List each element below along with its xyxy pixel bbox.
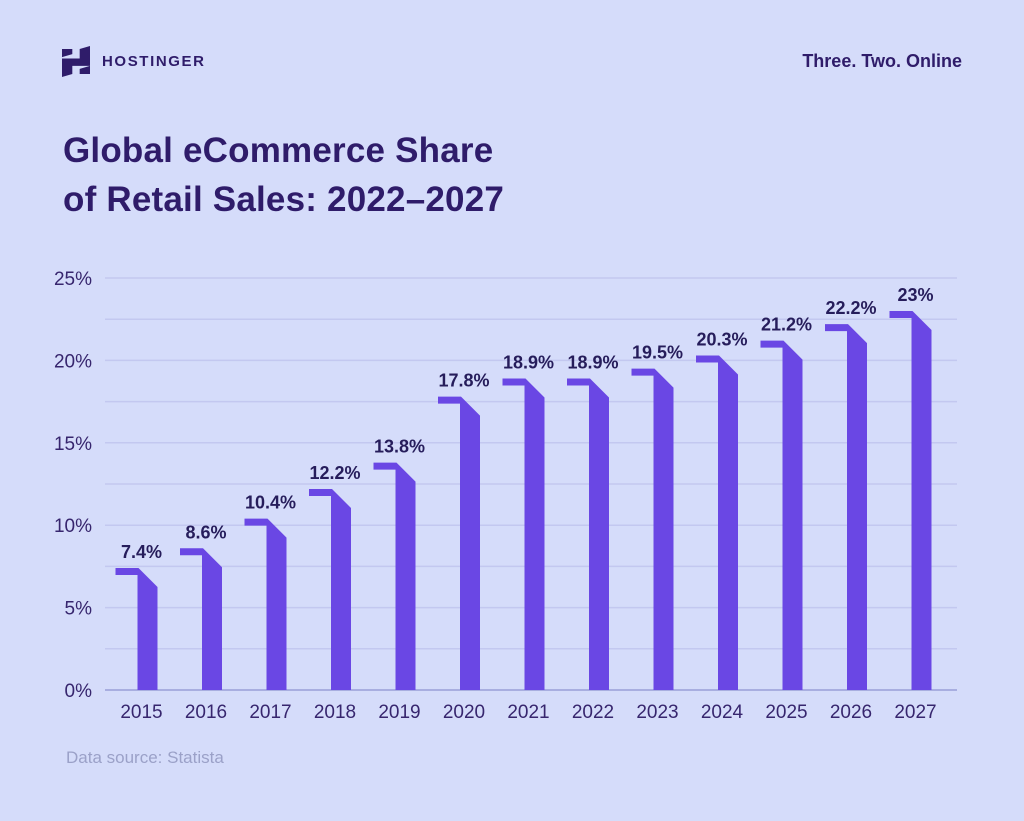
- bar-2020: [438, 396, 480, 690]
- bar-2019: [373, 462, 416, 690]
- hostinger-logo-icon: [62, 46, 90, 77]
- bar-2025: [760, 340, 803, 690]
- page-title: Global eCommerce Share of Retail Sales: …: [63, 126, 504, 224]
- y-tick-label: 10%: [54, 516, 92, 537]
- bar-2021: [502, 378, 545, 690]
- bar-2017: [244, 518, 287, 690]
- bar-value-label: 13.8%: [374, 437, 425, 457]
- brand: HOSTINGER: [62, 46, 206, 77]
- bar-value-label: 22.2%: [825, 298, 876, 318]
- x-tick-label: 2025: [765, 702, 807, 723]
- page-title-line1: Global eCommerce Share: [63, 131, 494, 170]
- bar-value-label: 18.9%: [503, 353, 554, 373]
- y-tick-label: 25%: [54, 269, 92, 290]
- bar-2022: [567, 378, 609, 690]
- header: HOSTINGER Three. Two. Online: [62, 46, 962, 77]
- bar-2023: [631, 368, 674, 690]
- brand-name: HOSTINGER: [102, 53, 206, 70]
- y-tick-label: 5%: [65, 599, 93, 620]
- x-tick-label: 2017: [249, 702, 291, 723]
- brand-tagline: Three. Two. Online: [802, 51, 962, 71]
- x-tick-label: 2026: [830, 702, 872, 723]
- bar-value-label: 18.9%: [567, 353, 618, 373]
- x-tick-label: 2018: [314, 702, 356, 723]
- bar-value-label: 17.8%: [438, 371, 489, 391]
- bar-2026: [825, 324, 867, 690]
- x-tick-label: 2027: [894, 702, 936, 723]
- bar-value-label: 21.2%: [761, 315, 812, 335]
- x-tick-label: 2023: [636, 702, 678, 723]
- bar-value-label: 20.3%: [696, 329, 747, 349]
- page-title-line2: of Retail Sales: 2022–2027: [63, 180, 505, 219]
- bar-2015: [115, 568, 158, 690]
- x-tick-label: 2015: [120, 702, 162, 723]
- x-tick-label: 2020: [443, 702, 485, 723]
- bar-value-label: 12.2%: [309, 463, 360, 483]
- y-tick-label: 20%: [54, 351, 92, 372]
- x-tick-label: 2019: [378, 702, 420, 723]
- bar-2027: [889, 310, 932, 690]
- x-tick-label: 2016: [185, 702, 227, 723]
- bar-2024: [696, 355, 738, 690]
- x-tick-label: 2022: [572, 702, 614, 723]
- bar-value-label: 7.4%: [121, 542, 162, 562]
- bar-chart: 0% 5% 10% 15% 20% 25% 7.4% 2015 8.6% 2016 10.4% 201…: [54, 269, 957, 723]
- x-tick-label: 2024: [701, 702, 744, 723]
- bar-value-label: 19.5%: [632, 343, 683, 363]
- bar-value-label: 10.4%: [245, 493, 296, 513]
- bar-2016: [180, 548, 222, 690]
- x-tick-label: 2021: [507, 702, 549, 723]
- bar-2018: [309, 488, 351, 690]
- bar-value-label: 8.6%: [185, 522, 226, 542]
- bar-value-label: 23%: [897, 285, 933, 305]
- y-tick-label: 15%: [54, 434, 92, 455]
- y-tick-label: 0%: [65, 681, 93, 702]
- data-source-note: Data source: Statista: [66, 748, 224, 767]
